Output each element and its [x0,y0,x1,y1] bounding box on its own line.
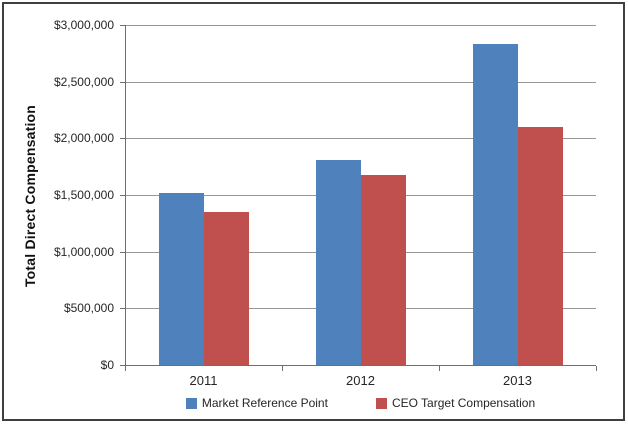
x-axis-line [125,365,596,366]
y-axis-line [125,25,126,366]
y-tick-label: $2,000,000 [53,131,114,146]
legend-label-ceo-target-compensation: CEO Target Compensation [391,396,536,410]
y-tick-mark [120,25,125,26]
bar-2012-market-reference-point [316,160,361,365]
x-tick-mark [439,366,440,371]
y-tick-label: $2,500,000 [53,74,114,89]
x-tick-mark [125,366,126,371]
legend-swatch-ceo-target-compensation [375,397,387,409]
y-tick-mark [120,138,125,140]
y-tick-mark [120,308,125,310]
bar-2012-ceo-target-compensation [361,175,406,365]
x-tick-mark [282,366,283,371]
bar-2013-ceo-target-compensation [518,127,563,365]
y-tick-label: $1,500,000 [53,188,114,202]
legend-item-market-reference-point: Market Reference Point [185,396,328,410]
bar-2011-market-reference-point [159,193,204,365]
plot-area [125,25,596,365]
bar-2013-market-reference-point [473,44,518,365]
legend-label-market-reference-point: Market Reference Point [201,396,328,410]
y-tick-mark [120,251,125,253]
x-axis-label-2013: 2013 [503,373,532,388]
y-tick-mark [120,195,125,196]
gridline-$3,000,000 [125,25,596,26]
bar-2011-ceo-target-compensation [204,212,249,365]
y-tick-label: $500,000 [63,301,114,316]
gridline-$2,000,000 [125,138,596,140]
x-tick-mark [596,366,597,371]
y-tick-label: $3,000,000 [53,18,114,32]
y-tick-label: $1,000,000 [53,244,114,259]
gridline-$2,500,000 [125,81,596,83]
x-axis-label-2011: 2011 [189,373,218,388]
y-tick-mark [120,365,125,366]
y-tick-label: $0 [100,358,114,372]
legend: Market Reference Point CEO Target Compens… [125,396,596,410]
legend-swatch-market-reference-point [185,397,197,409]
legend-item-ceo-target-compensation: CEO Target Compensation [375,396,536,410]
x-axis-label-2012: 2012 [346,373,375,388]
y-tick-mark [120,81,125,83]
